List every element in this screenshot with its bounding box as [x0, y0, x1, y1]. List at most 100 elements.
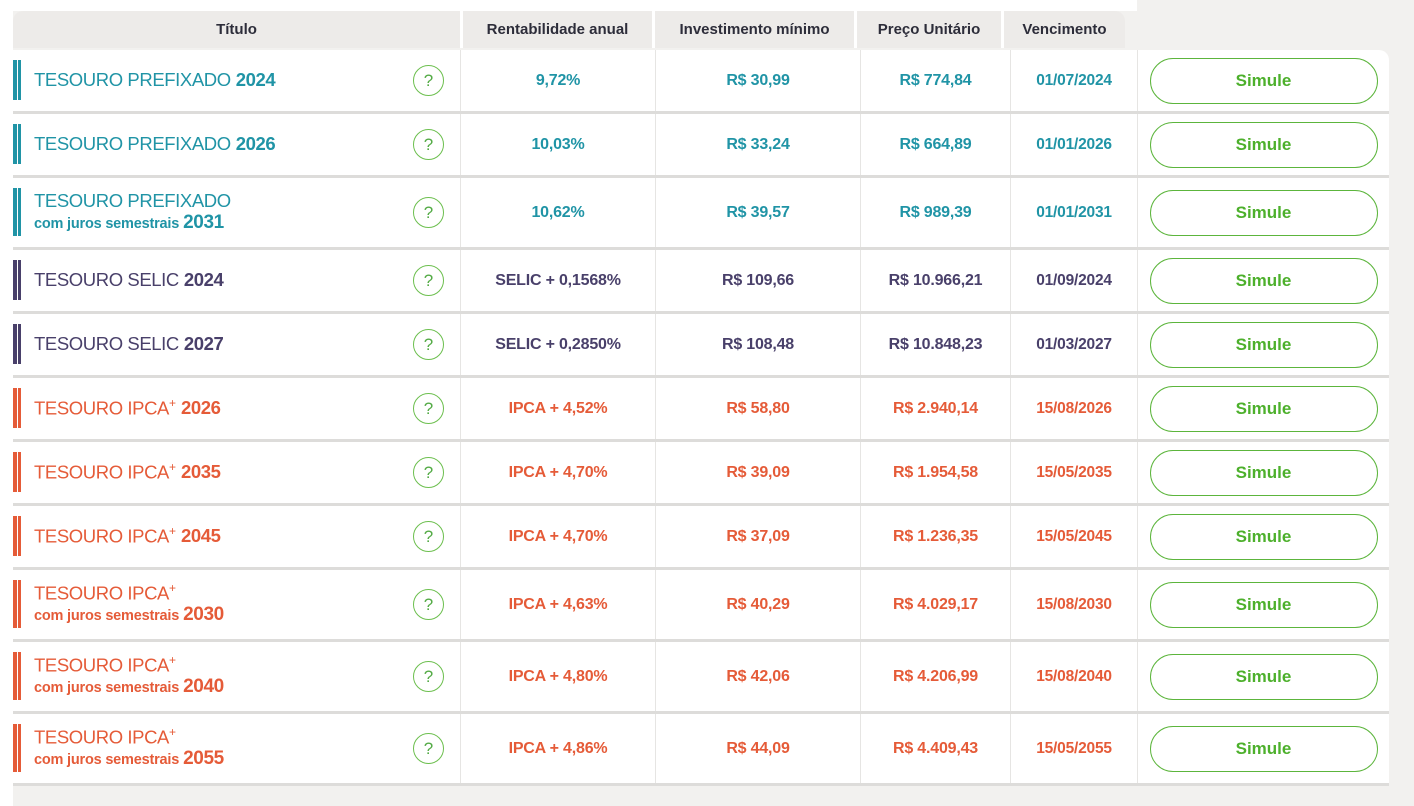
unit-price-value: R$ 10.848,23 — [860, 314, 1010, 375]
simulate-cell: Simule — [1137, 442, 1389, 503]
column-header-minimum-investment: Investimento mínimo — [652, 11, 854, 48]
bond-title-cell: TESOURO SELIC2024 ? — [13, 250, 460, 311]
unit-price-value: R$ 4.029,17 — [860, 570, 1010, 639]
minimum-investment-value: R$ 30,99 — [655, 50, 860, 111]
minimum-investment-value: R$ 39,09 — [655, 442, 860, 503]
bond-family-color-bar — [13, 516, 21, 556]
bond-name: TESOURO IPCA — [34, 655, 169, 676]
help-icon[interactable]: ? — [413, 265, 444, 296]
bond-title: TESOURO SELIC2024 — [34, 270, 223, 291]
bond-year: 2024 — [184, 269, 224, 290]
bond-title: TESOURO PREFIXADO com juros semestrais20… — [34, 191, 231, 233]
table-row-ipca-2055: TESOURO IPCA+ com juros semestrais2055 ?… — [13, 714, 1389, 786]
maturity-date: 15/08/2040 — [1010, 642, 1137, 711]
bond-year: 2031 — [183, 212, 224, 233]
help-icon[interactable]: ? — [413, 661, 444, 692]
help-icon[interactable]: ? — [413, 329, 444, 360]
simulate-button[interactable]: Simule — [1150, 386, 1378, 432]
table-row-selic-2024: TESOURO SELIC2024 ? SELIC + 0,1568% R$ 1… — [13, 250, 1389, 314]
table-row-selic-2027: TESOURO SELIC2027 ? SELIC + 0,2850% R$ 1… — [13, 314, 1389, 378]
bond-year: 2027 — [184, 333, 224, 354]
simulate-button[interactable]: Simule — [1150, 122, 1378, 168]
help-icon[interactable]: ? — [413, 589, 444, 620]
simulate-button[interactable]: Simule — [1150, 726, 1378, 772]
help-icon[interactable]: ? — [413, 521, 444, 552]
annual-rate-value: SELIC + 0,1568% — [460, 250, 655, 311]
bond-table: Título Rentabilidade anual Investimento … — [13, 11, 1389, 786]
annual-rate-value: SELIC + 0,2850% — [460, 314, 655, 375]
bond-year: 2055 — [183, 748, 224, 769]
bond-title: TESOURO IPCA+2045 — [34, 526, 221, 547]
unit-price-value: R$ 1.236,35 — [860, 506, 1010, 567]
bond-subtitle: com juros semestrais — [34, 680, 179, 696]
simulate-button[interactable]: Simule — [1150, 258, 1378, 304]
table-row-ipca-2030: TESOURO IPCA+ com juros semestrais2030 ?… — [13, 570, 1389, 642]
unit-price-value: R$ 664,89 — [860, 114, 1010, 175]
column-header-maturity: Vencimento — [1001, 11, 1125, 48]
simulate-cell: Simule — [1137, 50, 1389, 111]
simulate-button[interactable]: Simule — [1150, 582, 1378, 628]
unit-price-value: R$ 774,84 — [860, 50, 1010, 111]
bond-family-color-bar — [13, 60, 21, 100]
bond-title: TESOURO PREFIXADO2024 — [34, 70, 275, 91]
bond-family-color-bar — [13, 188, 21, 236]
simulate-button[interactable]: Simule — [1150, 58, 1378, 104]
unit-price-value: R$ 10.966,21 — [860, 250, 1010, 311]
help-icon[interactable]: ? — [413, 457, 444, 488]
annual-rate-value: 9,72% — [460, 50, 655, 111]
unit-price-value: R$ 1.954,58 — [860, 442, 1010, 503]
bond-title-cell: TESOURO PREFIXADO com juros semestrais20… — [13, 178, 460, 247]
maturity-date: 15/05/2045 — [1010, 506, 1137, 567]
table-row-ipca-2040: TESOURO IPCA+ com juros semestrais2040 ?… — [13, 642, 1389, 714]
plus-sign: + — [169, 460, 176, 474]
help-icon[interactable]: ? — [413, 129, 444, 160]
simulate-cell: Simule — [1137, 506, 1389, 567]
bond-title: TESOURO IPCA+ com juros semestrais2040 — [34, 655, 224, 698]
minimum-investment-value: R$ 108,48 — [655, 314, 860, 375]
bond-subtitle: com juros semestrais — [34, 216, 179, 232]
maturity-date: 15/05/2055 — [1010, 714, 1137, 783]
simulate-cell: Simule — [1137, 250, 1389, 311]
bond-year: 2026 — [236, 133, 276, 154]
bond-family-color-bar — [13, 388, 21, 428]
maturity-date: 01/07/2024 — [1010, 50, 1137, 111]
unit-price-value: R$ 2.940,14 — [860, 378, 1010, 439]
annual-rate-value: IPCA + 4,80% — [460, 642, 655, 711]
annual-rate-value: IPCA + 4,86% — [460, 714, 655, 783]
table-body: TESOURO PREFIXADO2024 ? 9,72% R$ 30,99 R… — [13, 50, 1389, 786]
help-icon[interactable]: ? — [413, 65, 444, 96]
bond-family-color-bar — [13, 324, 21, 364]
bond-name: TESOURO IPCA — [34, 727, 169, 748]
simulate-button[interactable]: Simule — [1150, 450, 1378, 496]
bond-title: TESOURO IPCA+ com juros semestrais2030 — [34, 583, 224, 626]
simulate-button[interactable]: Simule — [1150, 654, 1378, 700]
simulate-cell: Simule — [1137, 178, 1389, 247]
minimum-investment-value: R$ 39,57 — [655, 178, 860, 247]
simulate-button[interactable]: Simule — [1150, 514, 1378, 560]
bond-title: TESOURO IPCA+2026 — [34, 398, 221, 419]
table-row-ipca-2026: TESOURO IPCA+2026 ? IPCA + 4,52% R$ 58,8… — [13, 378, 1389, 442]
maturity-date: 15/05/2035 — [1010, 442, 1137, 503]
bond-title-cell: TESOURO PREFIXADO2024 ? — [13, 50, 460, 111]
column-header-annual-rate: Rentabilidade anual — [460, 11, 652, 48]
maturity-date: 01/01/2031 — [1010, 178, 1137, 247]
simulate-button[interactable]: Simule — [1150, 190, 1378, 236]
help-icon[interactable]: ? — [413, 197, 444, 228]
bond-year: 2045 — [181, 525, 221, 546]
help-icon[interactable]: ? — [413, 733, 444, 764]
annual-rate-value: IPCA + 4,70% — [460, 442, 655, 503]
bond-title: TESOURO IPCA+ com juros semestrais2055 — [34, 727, 224, 770]
bond-title-cell: TESOURO IPCA+ com juros semestrais2040 ? — [13, 642, 460, 711]
unit-price-value: R$ 989,39 — [860, 178, 1010, 247]
simulate-cell: Simule — [1137, 314, 1389, 375]
table-row-prefixado-2026: TESOURO PREFIXADO2026 ? 10,03% R$ 33,24 … — [13, 114, 1389, 178]
help-icon[interactable]: ? — [413, 393, 444, 424]
bond-title-cell: TESOURO IPCA+2045 ? — [13, 506, 460, 567]
maturity-date: 01/09/2024 — [1010, 250, 1137, 311]
bond-title-cell: TESOURO IPCA+ com juros semestrais2055 ? — [13, 714, 460, 783]
bond-title-cell: TESOURO SELIC2027 ? — [13, 314, 460, 375]
table-header: Título Rentabilidade anual Investimento … — [13, 11, 1389, 48]
plus-sign: + — [169, 725, 176, 739]
simulate-button[interactable]: Simule — [1150, 322, 1378, 368]
maturity-date: 15/08/2030 — [1010, 570, 1137, 639]
